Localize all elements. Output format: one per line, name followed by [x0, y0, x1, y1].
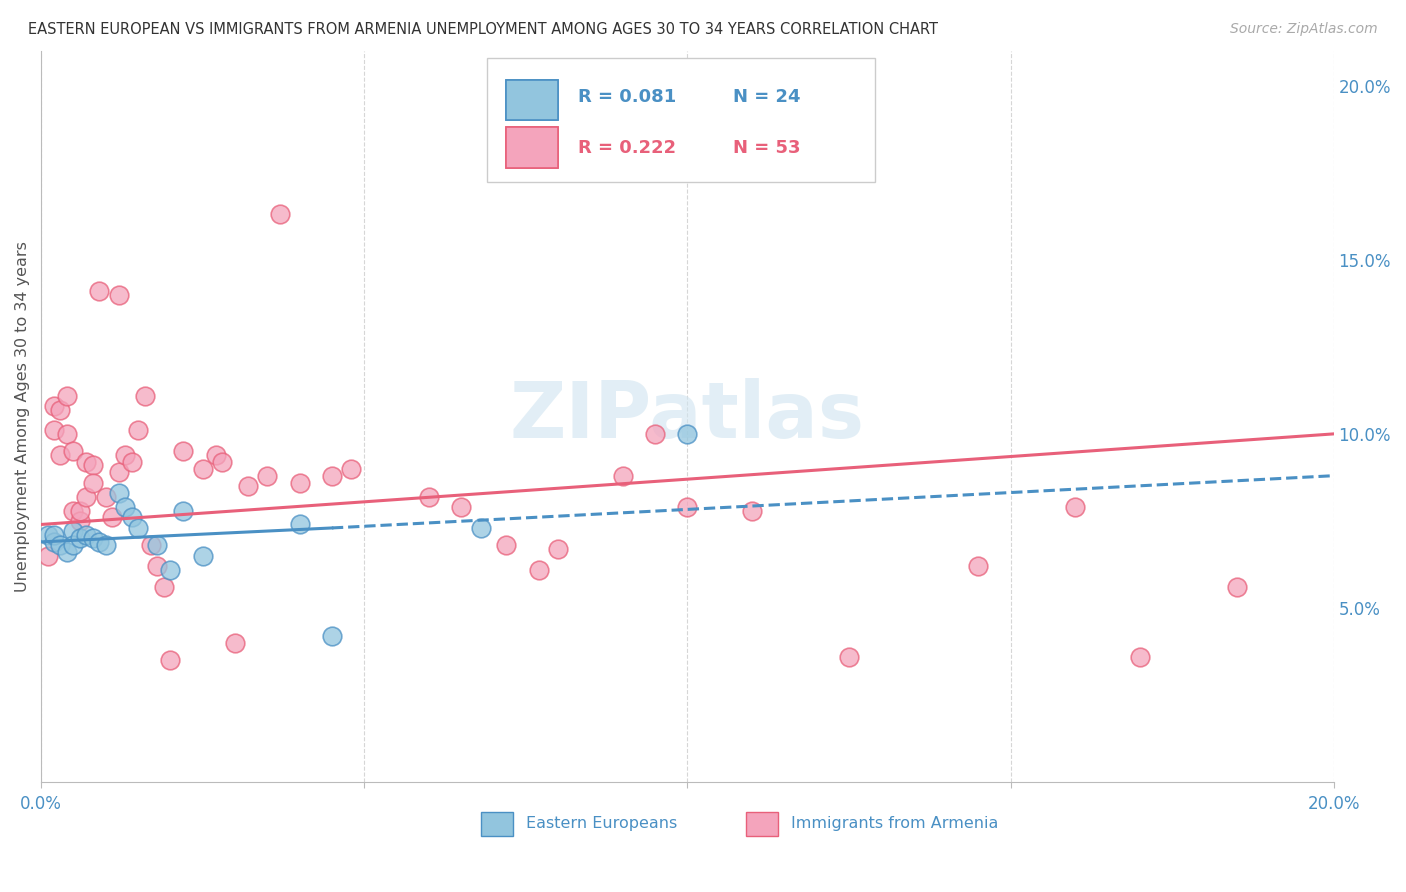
FancyBboxPatch shape [486, 58, 875, 182]
Point [256, 468, 278, 483]
Point [56, 388, 79, 402]
Text: Source: ZipAtlas.com: Source: ZipAtlas.com [1230, 22, 1378, 37]
Point [127, 424, 149, 438]
Point [146, 538, 169, 552]
Point [211, 455, 233, 469]
Text: N = 53: N = 53 [733, 139, 800, 157]
Point [172, 503, 194, 517]
Point [56, 545, 79, 559]
Point [121, 510, 143, 524]
Point [967, 559, 990, 574]
Point [191, 549, 214, 563]
Point [1064, 500, 1087, 514]
Point [37, 549, 59, 563]
Point [676, 500, 699, 514]
Point [269, 207, 291, 221]
Point [42, 399, 65, 413]
Point [146, 559, 169, 574]
Point [75, 490, 97, 504]
Point [89, 284, 111, 298]
Point [191, 461, 214, 475]
Point [153, 580, 176, 594]
Point [134, 388, 156, 402]
Point [495, 538, 517, 552]
Point [56, 426, 79, 441]
Point [49, 448, 72, 462]
Point [139, 538, 162, 552]
Point [470, 521, 492, 535]
Point [42, 534, 65, 549]
Point [159, 563, 181, 577]
Point [69, 503, 91, 517]
FancyBboxPatch shape [745, 813, 778, 836]
Point [547, 541, 569, 556]
Point [82, 475, 104, 490]
Point [204, 448, 226, 462]
Point [114, 500, 136, 514]
Point [69, 514, 91, 528]
Point [42, 528, 65, 542]
Point [741, 503, 763, 517]
Point [159, 653, 181, 667]
Point [94, 490, 117, 504]
Point [676, 426, 699, 441]
Point [612, 468, 634, 483]
Point [288, 517, 311, 532]
Point [224, 636, 246, 650]
Point [82, 532, 104, 546]
FancyBboxPatch shape [481, 813, 513, 836]
Point [62, 503, 84, 517]
Point [321, 629, 343, 643]
Point [321, 468, 343, 483]
Point [172, 444, 194, 458]
Point [62, 524, 84, 539]
Point [418, 490, 440, 504]
Point [127, 521, 149, 535]
Point [89, 534, 111, 549]
Point [49, 538, 72, 552]
Text: N = 24: N = 24 [733, 87, 800, 106]
Point [49, 402, 72, 417]
Point [37, 528, 59, 542]
FancyBboxPatch shape [506, 128, 558, 168]
Point [62, 538, 84, 552]
Point [114, 448, 136, 462]
Text: Immigrants from Armenia: Immigrants from Armenia [790, 816, 998, 831]
Point [644, 426, 666, 441]
Text: R = 0.081: R = 0.081 [578, 87, 676, 106]
Text: R = 0.222: R = 0.222 [578, 139, 676, 157]
Point [107, 486, 129, 500]
Point [121, 455, 143, 469]
Point [75, 455, 97, 469]
FancyBboxPatch shape [506, 80, 558, 120]
Text: EASTERN EUROPEAN VS IMMIGRANTS FROM ARMENIA UNEMPLOYMENT AMONG AGES 30 TO 34 YEA: EASTERN EUROPEAN VS IMMIGRANTS FROM ARME… [28, 22, 938, 37]
Point [1226, 580, 1249, 594]
Point [1129, 649, 1152, 664]
Point [42, 424, 65, 438]
Text: ZIPatlas: ZIPatlas [510, 378, 865, 454]
Point [236, 479, 259, 493]
Point [288, 475, 311, 490]
Point [527, 563, 550, 577]
Point [340, 461, 363, 475]
Point [75, 528, 97, 542]
Y-axis label: Unemployment Among Ages 30 to 34 years: Unemployment Among Ages 30 to 34 years [15, 241, 30, 592]
Point [101, 510, 124, 524]
Text: Eastern Europeans: Eastern Europeans [526, 816, 678, 831]
Point [838, 649, 860, 664]
Point [107, 287, 129, 301]
Point [450, 500, 472, 514]
Point [107, 465, 129, 479]
Point [69, 532, 91, 546]
Point [94, 538, 117, 552]
Point [62, 444, 84, 458]
Point [82, 458, 104, 473]
